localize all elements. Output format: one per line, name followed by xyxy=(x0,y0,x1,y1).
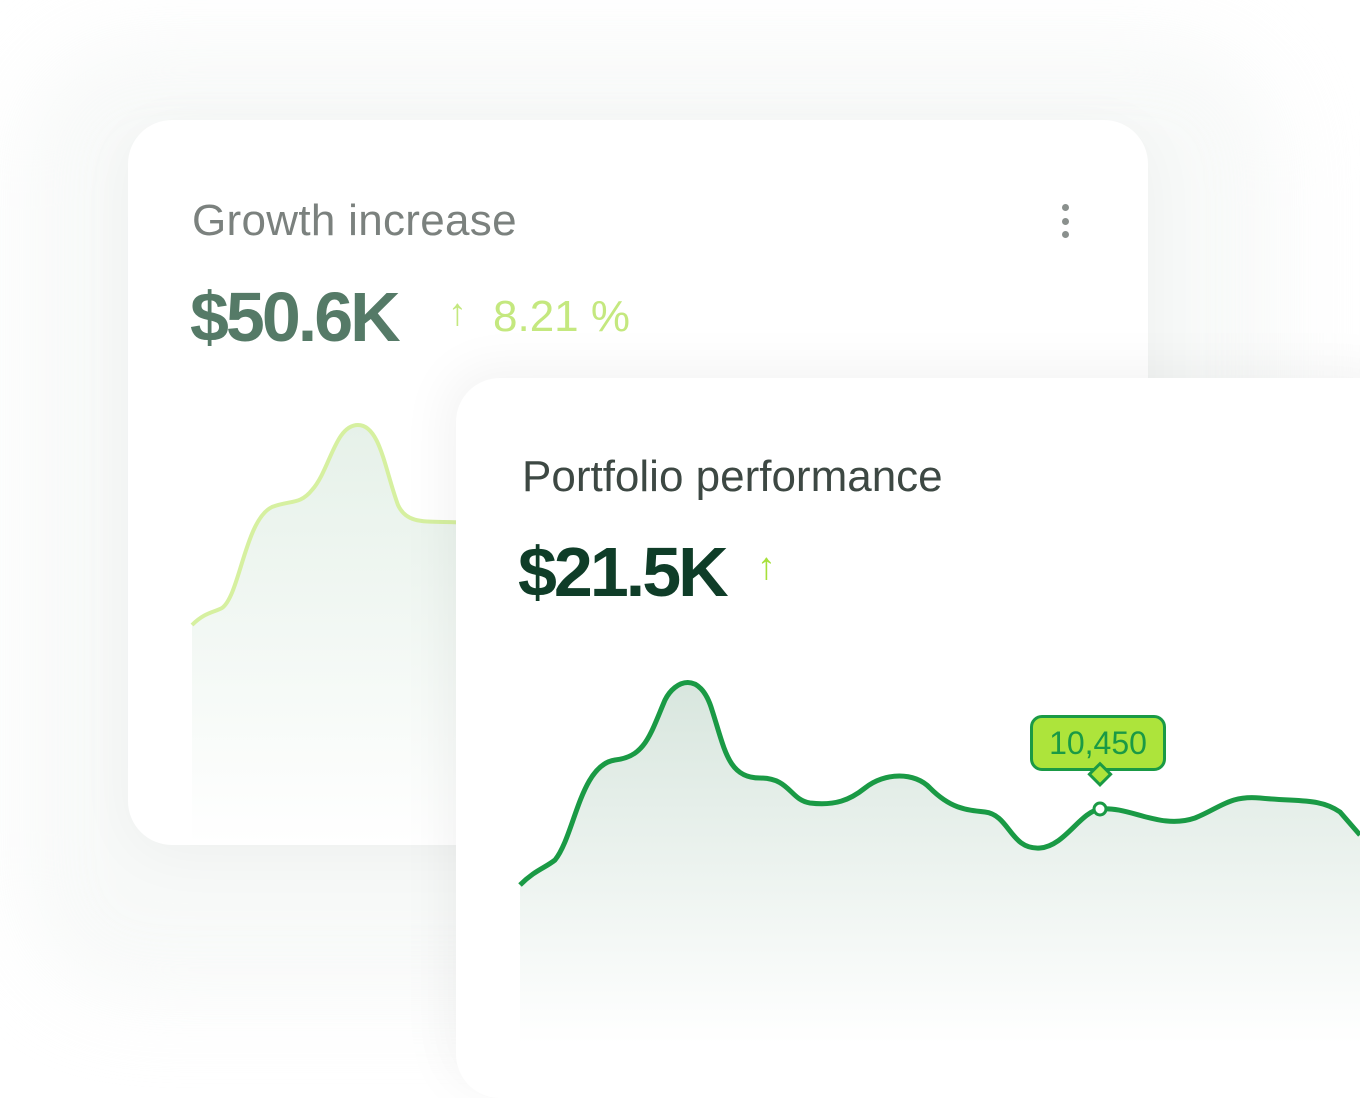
growth-chart-line xyxy=(190,422,471,627)
portfolio-card-value: $21.5K xyxy=(518,533,729,611)
portfolio-card-title: Portfolio performance xyxy=(522,452,943,501)
growth-chart-area xyxy=(192,425,470,845)
growth-change-percent: 8.21 % xyxy=(493,292,630,341)
value-tooltip: 10,450 xyxy=(1030,715,1166,771)
portfolio-chart-line xyxy=(518,680,1360,887)
arrow-up-icon: ↑ xyxy=(448,292,467,334)
growth-chart xyxy=(190,422,471,845)
portfolio-chart-area xyxy=(520,682,1360,1044)
growth-card-title: Growth increase xyxy=(192,196,517,245)
kebab-menu-icon[interactable] xyxy=(1058,204,1072,238)
growth-card-value: $50.6K xyxy=(190,278,401,356)
arrow-up-icon: ↑ xyxy=(757,546,776,588)
portfolio-chart xyxy=(518,680,1360,1044)
tooltip-data-point xyxy=(1092,801,1108,817)
